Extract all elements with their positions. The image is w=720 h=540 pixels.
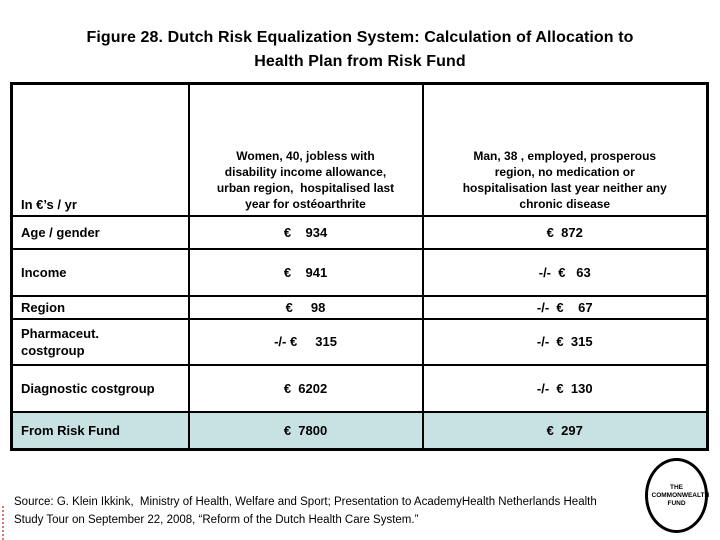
from-risk-fund-man-value: € 297 <box>421 410 709 451</box>
row-label-region: Region <box>10 294 190 320</box>
income-woman-value: € 941 <box>187 247 424 297</box>
figure-title: Figure 28. Dutch Risk Equalization Syste… <box>0 26 720 74</box>
row-label-from-risk-fund: From Risk Fund <box>10 410 190 451</box>
row-label-income: Income <box>10 247 190 297</box>
header-woman-profile-cell: Women, 40, jobless with disability incom… <box>187 82 424 217</box>
table-row: Diagnostic costgroup € 6202 -/- € 130 <box>10 363 709 413</box>
row-label-diagnostic-costgroup: Diagnostic costgroup <box>10 363 190 413</box>
table-row: Income € 941 -/- € 63 <box>10 247 709 297</box>
age-gender-woman-value: € 934 <box>187 214 424 250</box>
slide-edge-marker <box>2 506 4 540</box>
table-row: Pharmaceut. costgroup -/- € 315 -/- € 31… <box>10 317 709 366</box>
diagnostic-man-value: -/- € 130 <box>421 363 709 413</box>
commonwealth-fund-logo-text: THE COMMONWEALTH FUND <box>651 483 710 507</box>
pharmaceutical-man-value: -/- € 315 <box>421 317 709 366</box>
income-man-value: -/- € 63 <box>421 247 709 297</box>
source-citation: Source: G. Klein Ikkink, Ministry of Hea… <box>14 496 597 526</box>
figure-title-line1: Figure 28. Dutch Risk Equalization Syste… <box>86 29 634 46</box>
region-man-value: -/- € 67 <box>421 294 709 320</box>
diagnostic-woman-value: € 6202 <box>187 363 424 413</box>
row-label-age-gender: Age / gender <box>10 214 190 250</box>
header-man-profile-cell: Man, 38 , employed, prosperous region, n… <box>421 82 709 217</box>
region-woman-value: € 98 <box>187 294 424 320</box>
age-gender-man-value: € 872 <box>421 214 709 250</box>
table-row: Region € 98 -/- € 67 <box>10 294 709 320</box>
pharmaceutical-woman-value: -/- € 315 <box>187 317 424 366</box>
table-row: Age / gender € 934 € 872 <box>10 214 709 250</box>
figure-title-line2: Health Plan from Risk Fund <box>254 53 466 70</box>
table-total-row: From Risk Fund € 7800 € 297 <box>10 410 709 451</box>
row-label-pharmaceutical-costgroup: Pharmaceut. costgroup <box>10 317 190 366</box>
from-risk-fund-woman-value: € 7800 <box>187 410 424 451</box>
risk-equalization-table: In €’s / yr Women, 40, jobless with disa… <box>10 82 709 451</box>
header-unit-cell: In €’s / yr <box>10 82 190 217</box>
table-header-row: In €’s / yr Women, 40, jobless with disa… <box>10 82 709 217</box>
commonwealth-fund-logo: THE COMMONWEALTH FUND <box>645 458 710 533</box>
